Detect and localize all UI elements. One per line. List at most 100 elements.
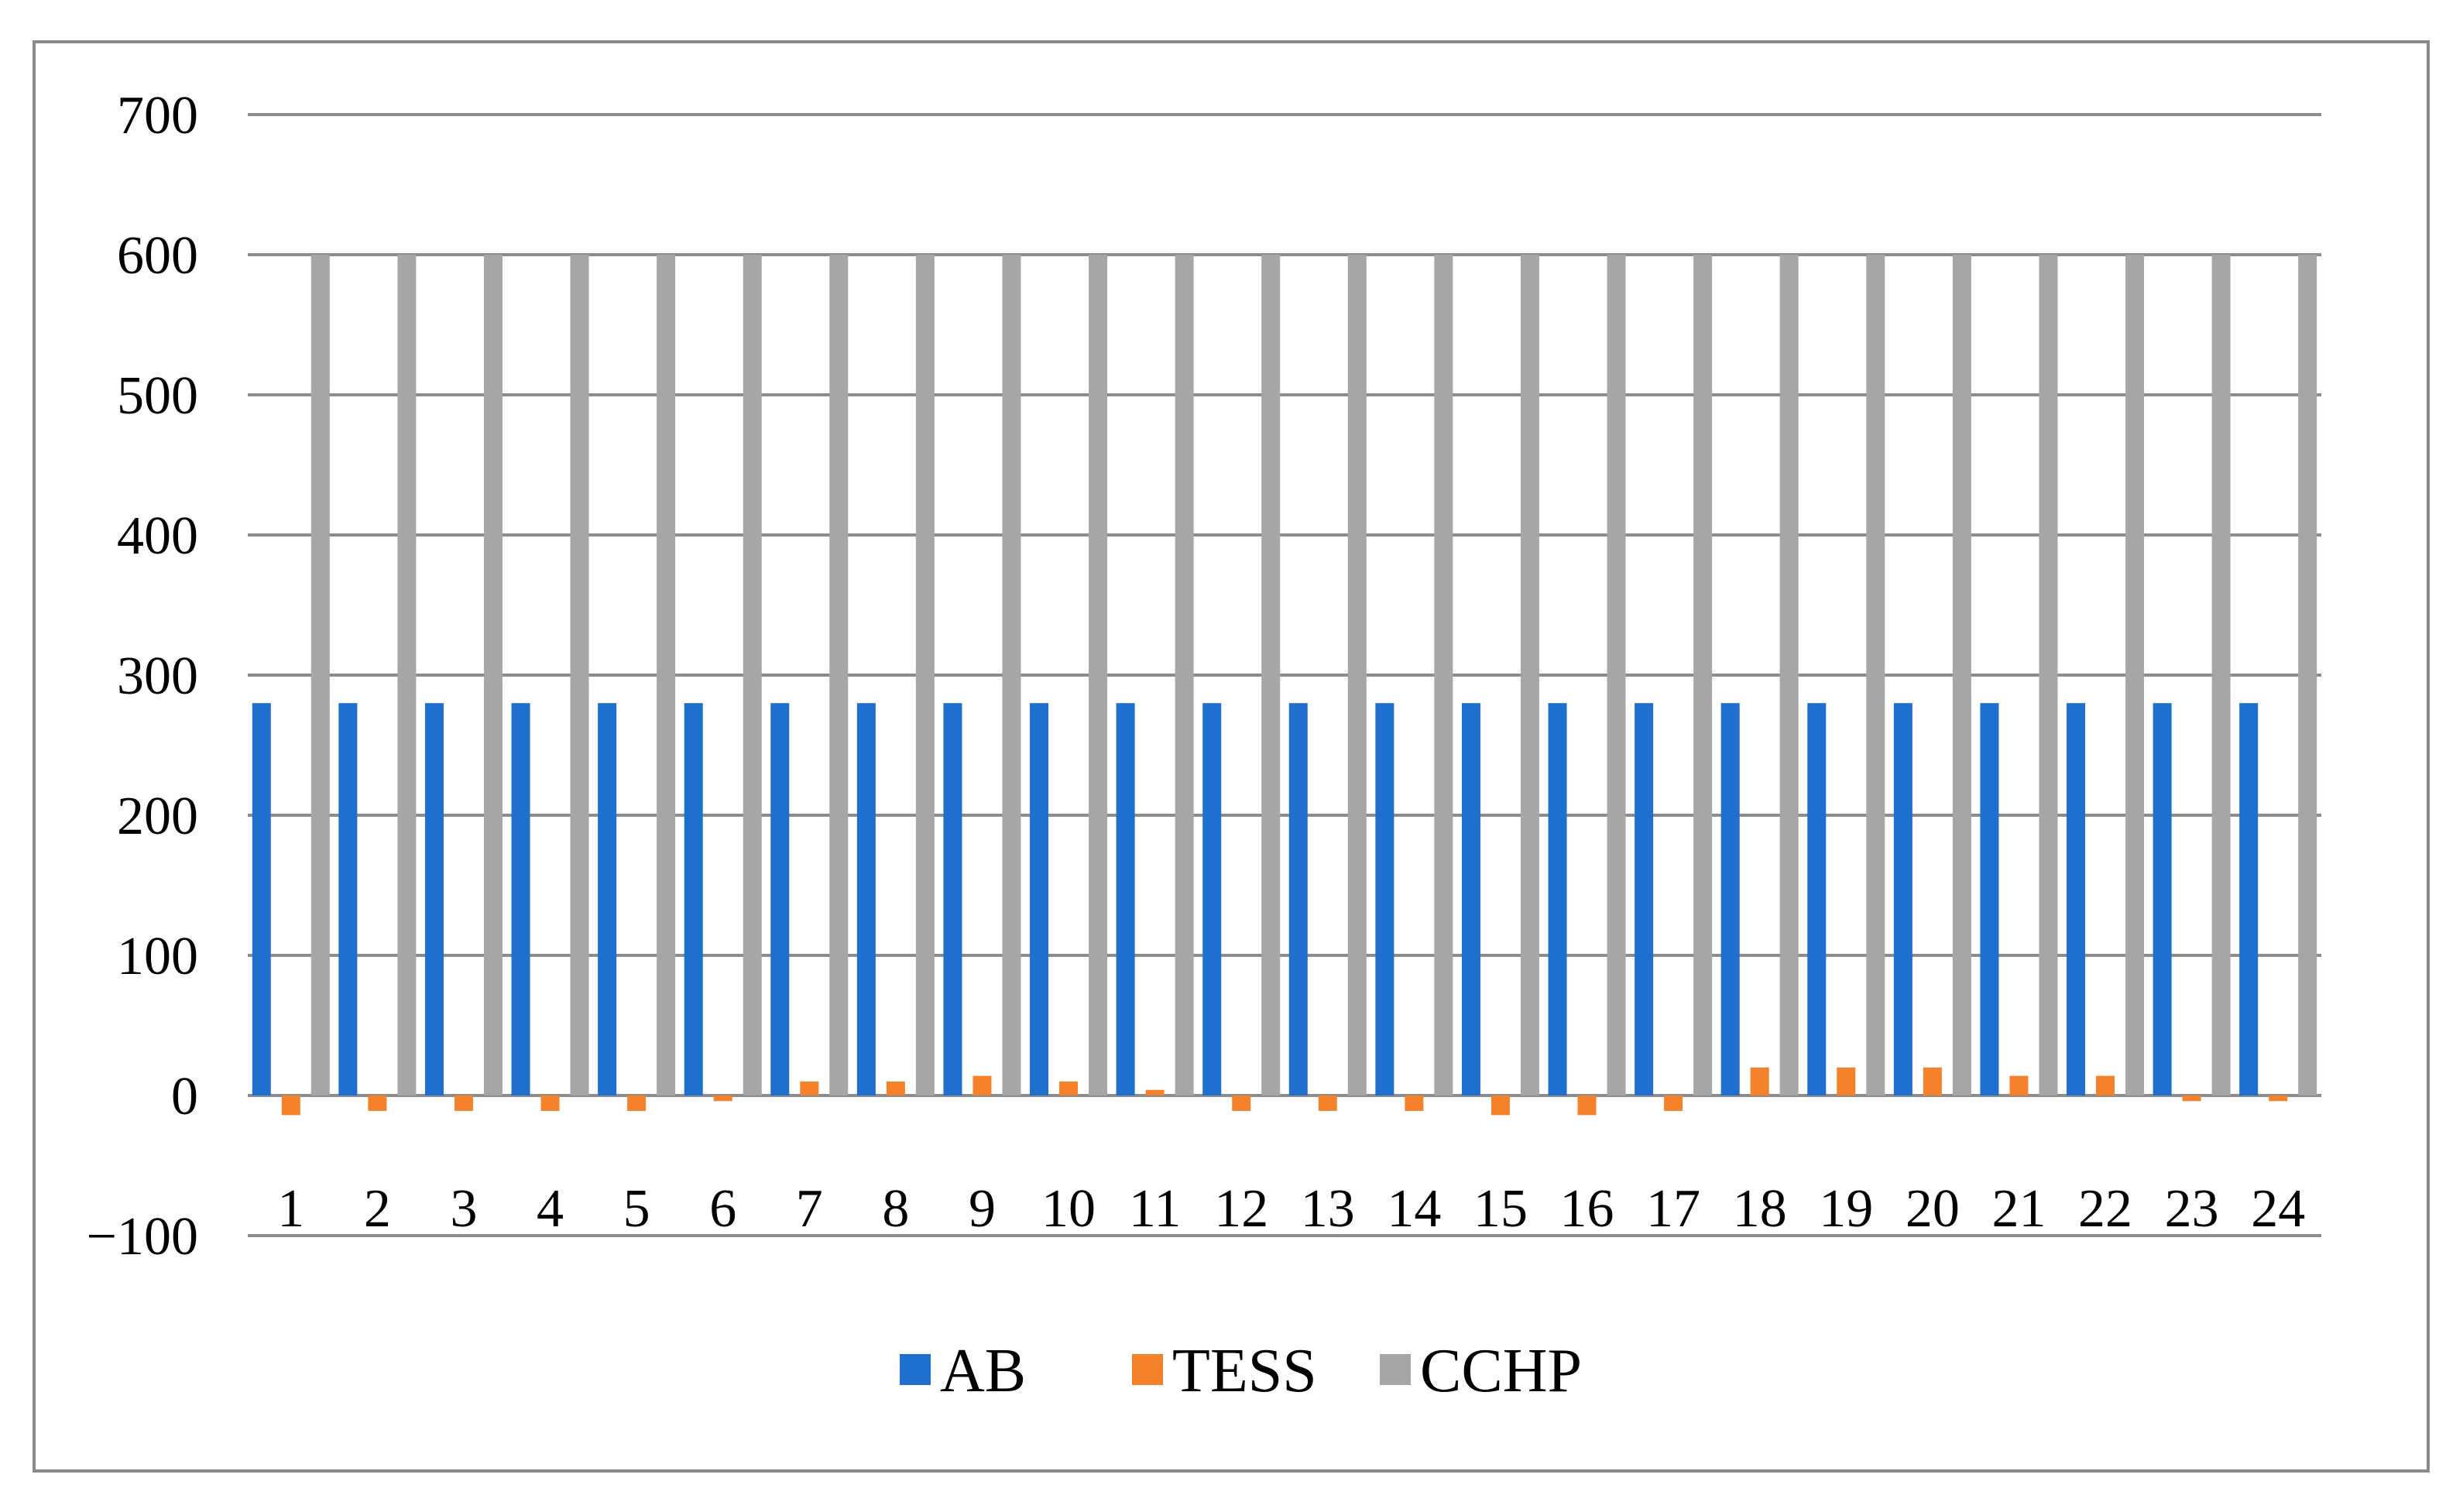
bar-tess-21 bbox=[2009, 1075, 2029, 1095]
bar-cchp-1 bbox=[310, 255, 330, 1095]
x-tick-label: 7 bbox=[796, 1179, 823, 1239]
bar-ab-8 bbox=[856, 703, 876, 1095]
y-axis-tick-labels: −100 0 100 200 300 400 500 600 700 bbox=[87, 86, 198, 1267]
x-tick-label: 21 bbox=[1991, 1179, 2046, 1239]
bar-cchp-9 bbox=[1002, 255, 1021, 1095]
y-tick-label: 100 bbox=[117, 927, 198, 986]
bar-cchp-13 bbox=[1347, 255, 1367, 1095]
bar-cchp-24 bbox=[2298, 255, 2317, 1095]
x-tick-label: 24 bbox=[2251, 1179, 2305, 1239]
bar-tess-2 bbox=[368, 1095, 387, 1111]
y-tick-label: −100 bbox=[87, 1207, 198, 1267]
bar-cchp-6 bbox=[743, 255, 762, 1095]
bar-tess-19 bbox=[1837, 1067, 1856, 1095]
bar-tess-14 bbox=[1405, 1095, 1424, 1111]
bar-ab-13 bbox=[1288, 703, 1308, 1095]
bar-ab-10 bbox=[1030, 703, 1049, 1095]
bar-ab-20 bbox=[1893, 703, 1912, 1095]
x-tick-label: 4 bbox=[537, 1179, 564, 1239]
bar-tess-22 bbox=[2096, 1075, 2115, 1095]
bar-cchp-7 bbox=[829, 255, 849, 1095]
x-tick-label: 2 bbox=[364, 1179, 391, 1239]
y-tick-label: 500 bbox=[117, 366, 198, 426]
bar-ab-11 bbox=[1116, 703, 1135, 1095]
bar-cchp-21 bbox=[2039, 255, 2058, 1095]
bar-cchp-12 bbox=[1261, 255, 1281, 1095]
bar-ab-9 bbox=[943, 703, 962, 1095]
bar-ab-24 bbox=[2239, 703, 2259, 1095]
bar-cchp-8 bbox=[915, 255, 935, 1095]
bar-tess-24 bbox=[2269, 1095, 2288, 1102]
bar-cchp-19 bbox=[1866, 255, 1885, 1095]
legend-label-ab: AB bbox=[940, 1337, 1026, 1405]
bar-ab-1 bbox=[252, 703, 271, 1095]
bar-tess-8 bbox=[886, 1081, 905, 1095]
x-tick-label: 11 bbox=[1129, 1179, 1181, 1239]
bar-cchp-11 bbox=[1175, 255, 1194, 1095]
x-tick-label: 22 bbox=[2078, 1179, 2132, 1239]
bar-ab-19 bbox=[1807, 703, 1827, 1095]
legend-swatch-cchp bbox=[1380, 1354, 1411, 1385]
bar-ab-15 bbox=[1461, 703, 1480, 1095]
legend-label-cchp: CCHP bbox=[1420, 1337, 1582, 1405]
bar-tess-10 bbox=[1059, 1081, 1079, 1095]
legend: AB TESS CCHP bbox=[900, 1337, 1582, 1405]
x-axis-tick-labels: 1 2 3 4 5 6 7 8 9 10 11 12 13 14 15 16 17 18 19 20 21 22 23 24 bbox=[277, 1179, 2305, 1239]
x-tick-label: 5 bbox=[623, 1179, 650, 1239]
bar-tess-11 bbox=[1145, 1089, 1165, 1095]
bar-ab-21 bbox=[1980, 703, 1999, 1095]
bar-ab-5 bbox=[598, 703, 617, 1095]
y-tick-label: 400 bbox=[117, 506, 198, 566]
x-tick-label: 18 bbox=[1733, 1179, 1787, 1239]
y-tick-label: 0 bbox=[171, 1067, 198, 1126]
x-tick-label: 16 bbox=[1560, 1179, 1614, 1239]
bar-tess-3 bbox=[454, 1095, 473, 1111]
bar-tess-16 bbox=[1577, 1095, 1597, 1116]
x-tick-label: 23 bbox=[2165, 1179, 2219, 1239]
gridlines bbox=[248, 113, 2321, 1237]
bar-cchp-3 bbox=[483, 255, 503, 1095]
bar-tess-13 bbox=[1318, 1095, 1337, 1111]
x-tick-label: 3 bbox=[450, 1179, 477, 1239]
legend-swatch-ab bbox=[900, 1354, 931, 1385]
chart-frame: −100 0 100 200 300 400 500 600 700 1 2 3 4 5 6 7 8 9 10 11… bbox=[33, 40, 2430, 1473]
bar-ab-4 bbox=[511, 703, 530, 1095]
x-tick-label: 15 bbox=[1473, 1179, 1528, 1239]
x-tick-label: 13 bbox=[1301, 1179, 1355, 1239]
bar-cchp-23 bbox=[2211, 255, 2231, 1095]
bars bbox=[252, 255, 2317, 1116]
x-tick-label: 12 bbox=[1214, 1179, 1268, 1239]
bar-cchp-20 bbox=[1952, 255, 1971, 1095]
y-tick-label: 600 bbox=[117, 226, 198, 286]
bar-tess-17 bbox=[1664, 1095, 1683, 1111]
bar-tess-6 bbox=[713, 1095, 732, 1102]
x-tick-label: 14 bbox=[1387, 1179, 1441, 1239]
bar-cchp-2 bbox=[397, 255, 417, 1095]
bar-ab-23 bbox=[2153, 703, 2172, 1095]
bar-cchp-22 bbox=[2125, 255, 2145, 1095]
bar-tess-23 bbox=[2182, 1095, 2201, 1102]
bar-cchp-10 bbox=[1089, 255, 1108, 1095]
bar-cchp-18 bbox=[1779, 255, 1799, 1095]
bar-cchp-15 bbox=[1520, 255, 1539, 1095]
x-tick-label: 17 bbox=[1646, 1179, 1700, 1239]
bar-ab-3 bbox=[424, 703, 444, 1095]
x-tick-label: 6 bbox=[709, 1179, 736, 1239]
x-tick-label: 19 bbox=[1819, 1179, 1873, 1239]
x-tick-label: 10 bbox=[1041, 1179, 1096, 1239]
bar-tess-4 bbox=[540, 1095, 560, 1111]
bar-ab-22 bbox=[2067, 703, 2086, 1095]
bar-tess-7 bbox=[800, 1081, 819, 1095]
x-tick-label: 1 bbox=[277, 1179, 304, 1239]
bar-cchp-16 bbox=[1607, 255, 1626, 1095]
bar-tess-20 bbox=[1923, 1067, 1942, 1095]
y-tick-label: 700 bbox=[117, 86, 198, 146]
y-tick-label: 200 bbox=[117, 787, 198, 846]
bar-tess-9 bbox=[973, 1075, 992, 1095]
bar-ab-17 bbox=[1635, 703, 1654, 1095]
bar-cchp-14 bbox=[1434, 255, 1453, 1095]
bar-tess-12 bbox=[1232, 1095, 1251, 1111]
bar-ab-6 bbox=[684, 703, 703, 1095]
legend-label-tess: TESS bbox=[1172, 1337, 1317, 1405]
